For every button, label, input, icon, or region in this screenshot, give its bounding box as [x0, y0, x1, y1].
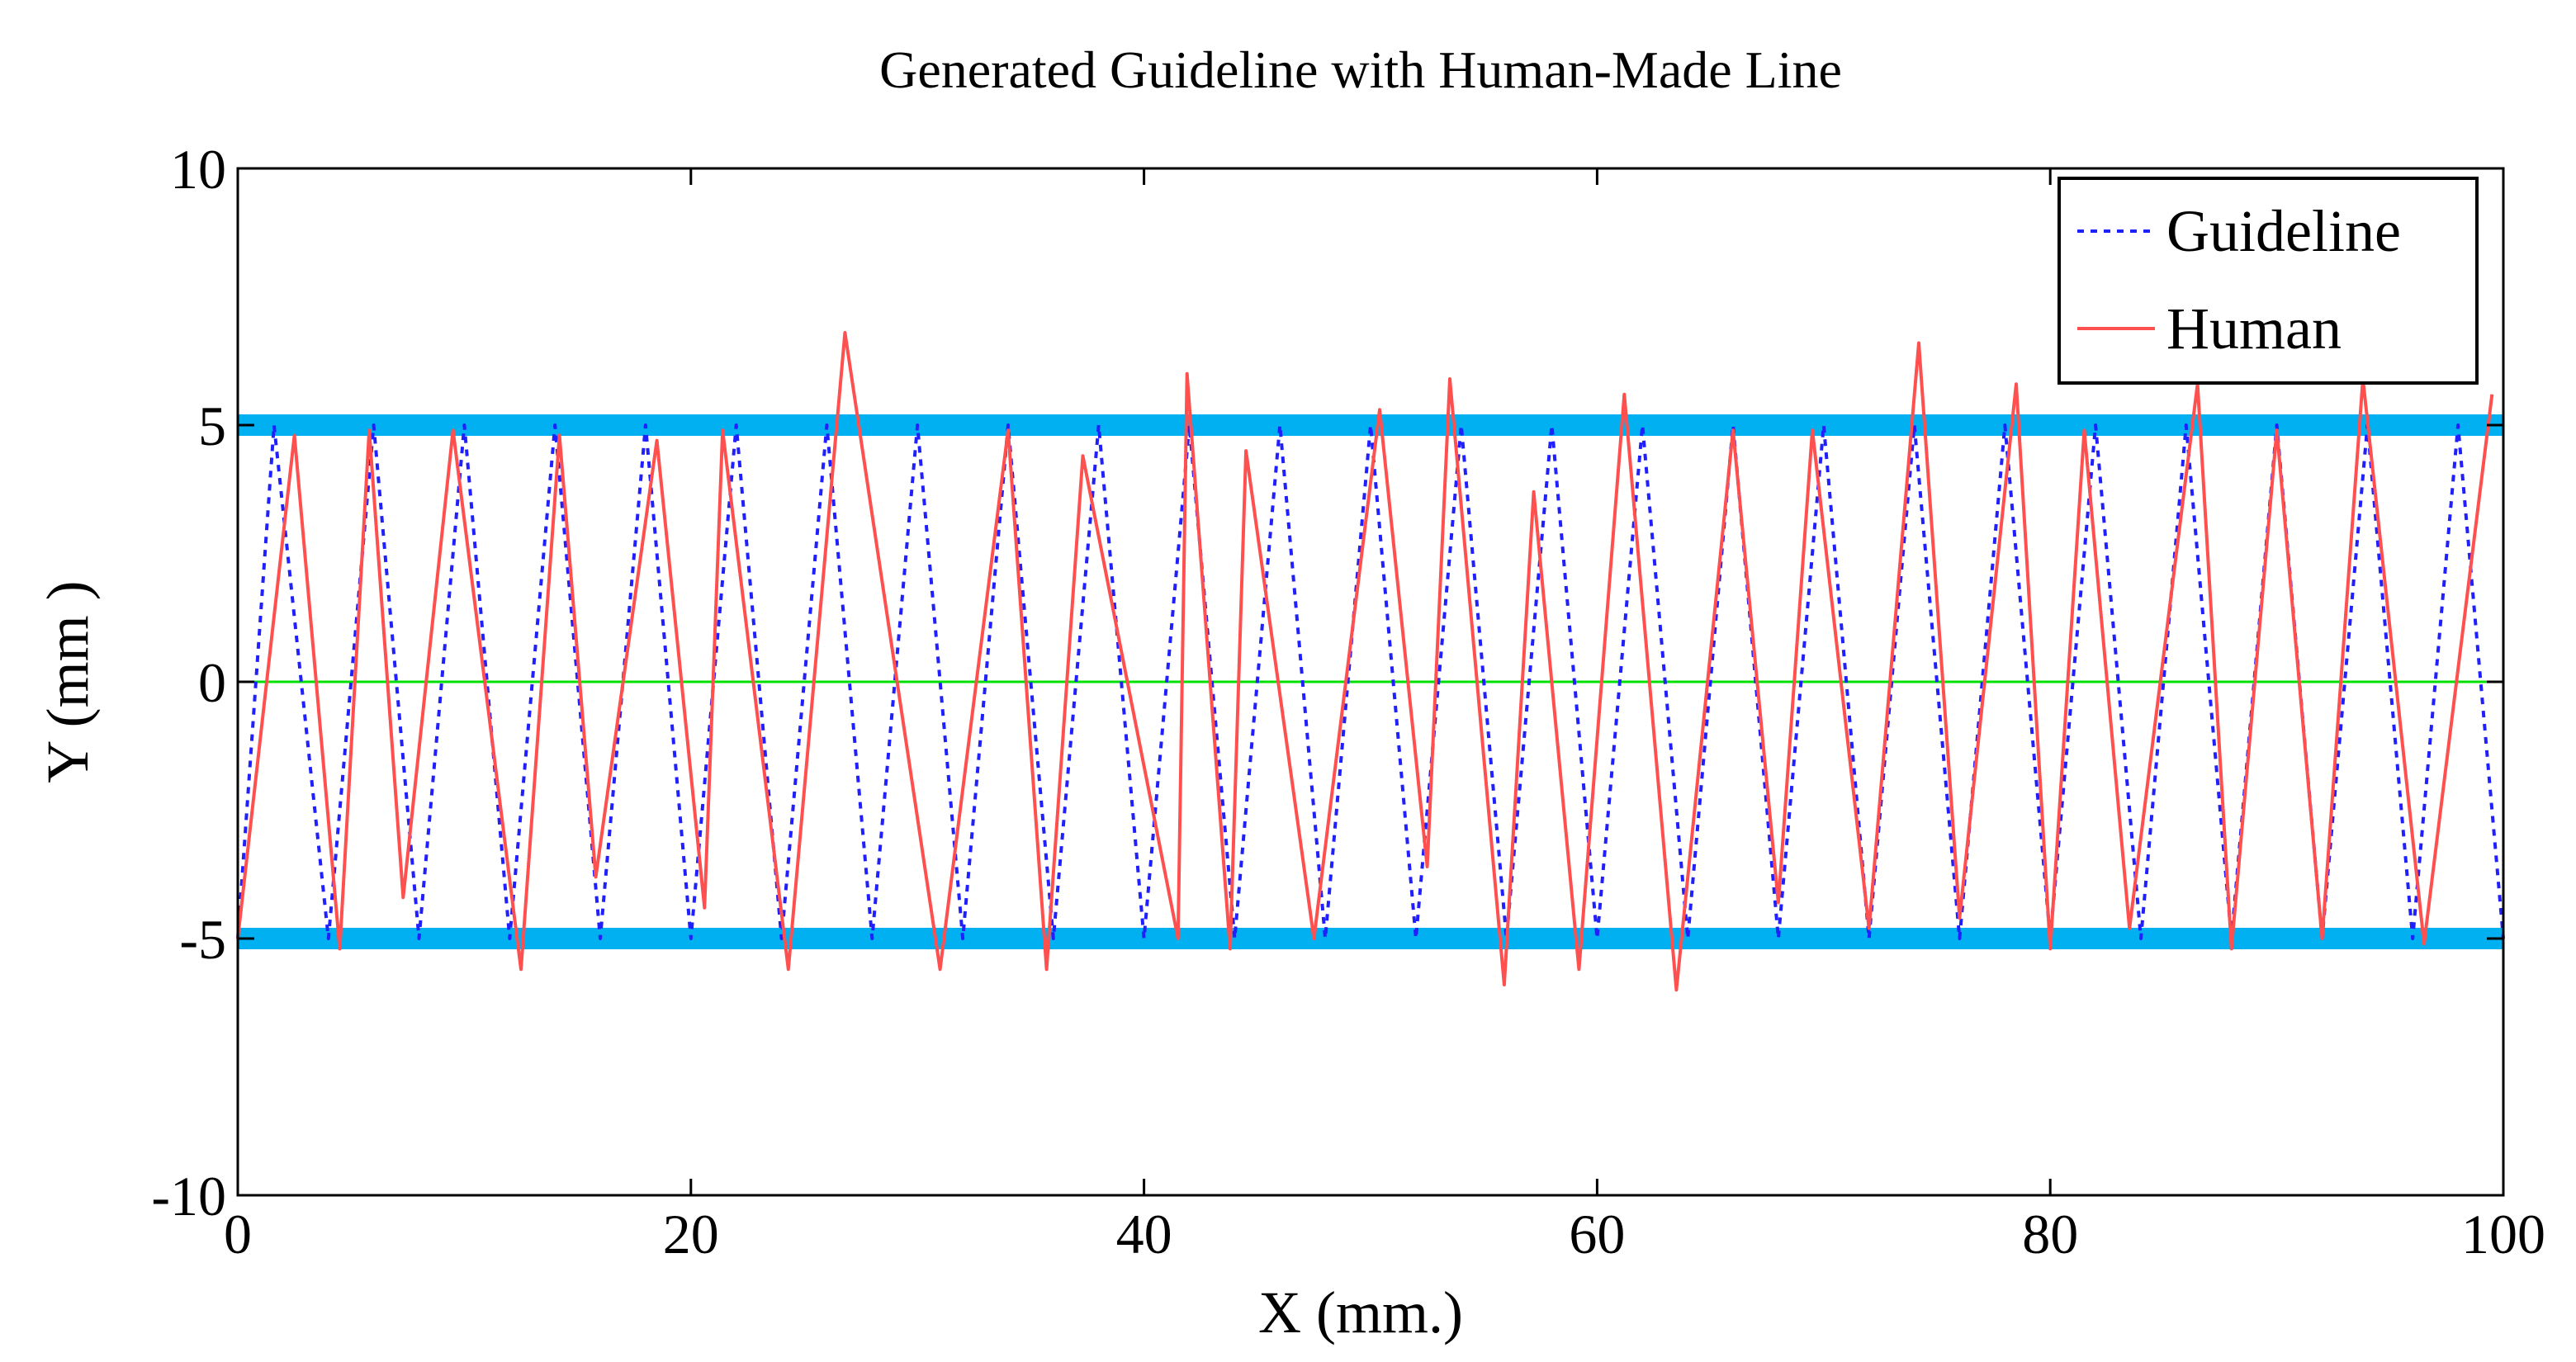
y-tick-label: 5	[198, 395, 226, 457]
legend-box	[2057, 177, 2479, 385]
y-tick-label: 0	[198, 651, 226, 714]
series-line-human	[236, 331, 2494, 992]
series-line-guideline	[236, 423, 2505, 940]
x-tick-label: 40	[1116, 1203, 1172, 1265]
y-tick-label: -10	[151, 1165, 226, 1227]
legend-label-guideline: Guideline	[2166, 198, 2401, 264]
x-axis-label: X (mm.)	[1258, 1279, 1463, 1345]
legend-label-human: Human	[2166, 296, 2342, 362]
y-tick-label: 10	[170, 138, 226, 201]
legend: Guideline Human	[2057, 177, 2479, 385]
y-axis-label: Y (mm )	[35, 580, 101, 783]
x-tick-label: 60	[1569, 1203, 1625, 1265]
x-tick-label: 100	[2461, 1203, 2545, 1265]
x-tick-label: 0	[224, 1203, 252, 1265]
x-tick-label: 80	[2022, 1203, 2078, 1265]
y-tick-label: -5	[179, 908, 226, 971]
chart-title: Generated Guideline with Human-Made Line	[879, 40, 1842, 99]
x-tick-label: 20	[663, 1203, 719, 1265]
